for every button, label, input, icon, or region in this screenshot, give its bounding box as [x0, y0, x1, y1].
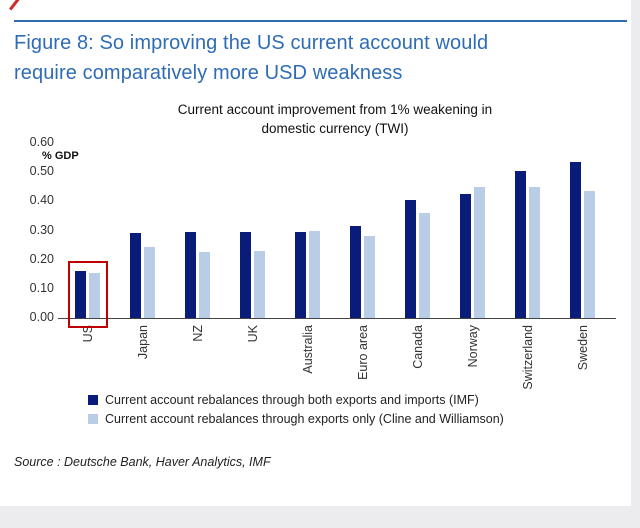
figure-title-line2: require comparatively more USD weakness	[14, 62, 403, 84]
bar-nz-series1	[185, 231, 196, 318]
x-label-euro-area: Euro area	[355, 325, 370, 380]
bar-us-series1	[75, 271, 86, 318]
y-tick-label: 0.60	[29, 135, 54, 149]
bar-uk-series2	[254, 250, 265, 318]
chart-title-line1: Current account improvement from 1% weak…	[177, 102, 493, 117]
bar-sweden-series2	[584, 191, 595, 318]
y-tick-label: 0.20	[29, 251, 54, 266]
legend-swatch-series1	[88, 395, 98, 405]
y-tick-label: 0.10	[29, 280, 54, 295]
bar-us-series2	[89, 272, 100, 318]
legend: Current account rebalances through both …	[88, 393, 504, 431]
bar-canada-series1	[405, 199, 416, 318]
y-tick-label: 0.50	[29, 164, 54, 179]
legend-row-1: Current account rebalances through both …	[88, 393, 504, 407]
bar-euro-area-series1	[350, 226, 361, 318]
x-label-japan: Japan	[135, 325, 150, 360]
x-axis-line	[58, 318, 616, 319]
legend-swatch-series2	[88, 414, 98, 424]
y-tick-label: 0.00	[29, 310, 54, 324]
bar-canada-series2	[419, 213, 430, 318]
x-label-sweden: Sweden	[575, 325, 590, 371]
y-tick-label: 0.40	[29, 193, 54, 208]
figure-title: Figure 8: So improving the US current ac…	[14, 28, 624, 88]
y-tick-label: 0.30	[29, 222, 54, 237]
chart-title: Current account improvement from 1% weak…	[55, 100, 615, 138]
x-label-nz: NZ	[190, 325, 205, 342]
source-note: Source : Deutsche Bank, Haver Analytics,…	[14, 455, 271, 469]
bar-switzerland-series1	[515, 170, 526, 318]
bar-switzerland-series2	[529, 186, 540, 318]
bar-norway-series1	[460, 194, 471, 318]
bar-norway-series2	[474, 186, 485, 318]
x-label-norway: Norway	[465, 325, 480, 368]
legend-label-series2: Current account rebalances through expor…	[105, 412, 504, 426]
legend-row-2: Current account rebalances through expor…	[88, 412, 504, 426]
chart-title-line2: domestic currency (TWI)	[261, 121, 409, 136]
y-axis-unit-label: % GDP	[42, 150, 79, 162]
highlight-box-us	[67, 261, 108, 328]
title-rule	[14, 20, 627, 22]
bar-australia-series1	[295, 231, 306, 318]
x-label-australia: Australia	[300, 325, 315, 374]
bar-euro-area-series2	[364, 236, 375, 318]
bar-japan-series2	[144, 246, 155, 318]
bar-australia-series2	[309, 230, 320, 318]
bar-uk-series1	[240, 231, 251, 318]
bar-nz-series2	[199, 252, 210, 318]
bar-sweden-series1	[570, 161, 581, 318]
x-label-canada: Canada	[410, 325, 425, 369]
x-label-switzerland: Switzerland	[520, 325, 535, 390]
figure-title-line1: Figure 8: So improving the US current ac…	[14, 32, 489, 54]
x-label-uk: UK	[245, 325, 260, 343]
bar-japan-series1	[130, 233, 141, 318]
legend-label-series1: Current account rebalances through both …	[105, 393, 479, 407]
